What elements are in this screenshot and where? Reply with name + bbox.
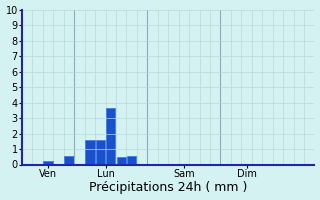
Bar bbox=[127, 156, 136, 164]
Bar bbox=[96, 140, 105, 164]
Bar bbox=[116, 157, 126, 164]
Bar bbox=[44, 161, 53, 164]
X-axis label: Précipitations 24h ( mm ): Précipitations 24h ( mm ) bbox=[89, 181, 247, 194]
Bar bbox=[106, 108, 116, 164]
Bar bbox=[85, 140, 95, 164]
Bar bbox=[64, 156, 74, 164]
